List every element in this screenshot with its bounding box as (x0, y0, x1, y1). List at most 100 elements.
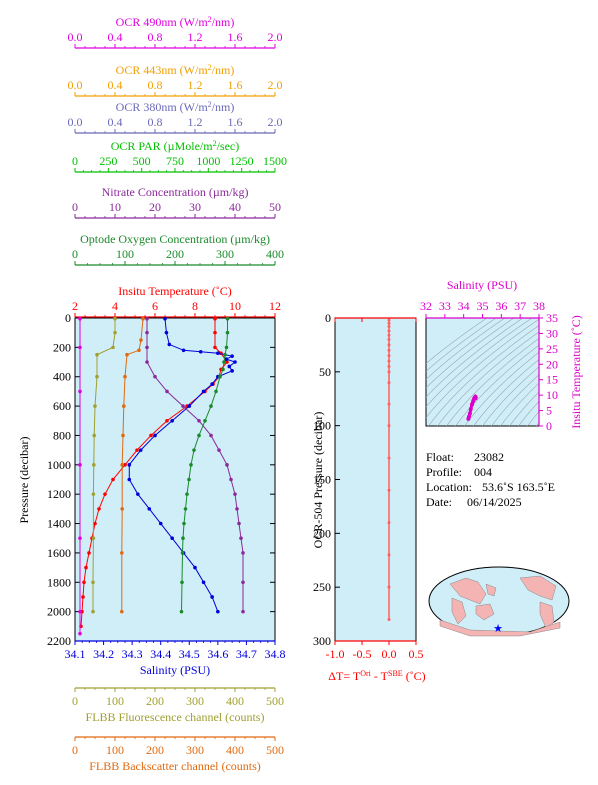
data-point-salinity (210, 595, 214, 599)
data-point-salinity (230, 369, 234, 373)
tick-label-salinity: 34.4 (150, 647, 171, 661)
tick-label-oxygen: 300 (216, 247, 234, 261)
tick-label-ocr380: 0.0 (68, 115, 83, 129)
tick-label-oxygen: 400 (266, 247, 284, 261)
data-point-nitrate (241, 609, 245, 614)
tick-label-backscatter: 400 (226, 743, 244, 757)
date-value: 06/14/2025 (467, 495, 522, 509)
data-point-oxygen (223, 352, 227, 357)
data-point-backscatter (137, 348, 141, 353)
data-point-oxygen (225, 316, 230, 321)
location-value: 53.6˚S 163.5˚E (482, 480, 555, 494)
ts-x-label: Salinity (PSU) (447, 278, 517, 292)
data-point-oxygen (189, 463, 193, 467)
tick-label-fluor: 200 (146, 694, 164, 708)
tick-label-par: 1500 (263, 154, 287, 168)
data-point-temp (213, 330, 217, 335)
world-map: ★ (428, 566, 570, 637)
tick-label-par: 750 (166, 154, 184, 168)
data-point-fluor (111, 345, 115, 350)
tick-label-ocr380: 1.6 (228, 115, 243, 129)
data-point-oxygen (225, 330, 230, 335)
ts-y-tick-label: 15 (546, 373, 558, 387)
data-point-nitrate (153, 374, 157, 379)
ts-y-tick-label: 5 (546, 404, 552, 418)
bottom-axis-salinity: 34.1 34.2 34.3 34.4 34.5 34.6 34.7 34.8 Salinity… (65, 640, 286, 677)
tick-label-temp: 12 (269, 299, 281, 313)
data-point-oxygen (221, 367, 225, 372)
ts-x-tick-label: 33 (439, 299, 451, 313)
tick-label-nitrate: 40 (229, 200, 241, 214)
tick-label-par: 250 (99, 154, 117, 168)
density-contour (426, 318, 488, 364)
ts-x-tick-label: 37 (514, 299, 526, 313)
data-point-backscatter (125, 352, 129, 357)
tick-label-ocr380: 0.8 (148, 115, 163, 129)
data-point-oxygen (218, 374, 222, 379)
tick-label-temp: 4 (112, 299, 118, 313)
data-point-salinity (193, 565, 197, 570)
ts-x-tick-label: 36 (495, 299, 507, 313)
delta-t-point (387, 359, 391, 363)
ocr-x-label: ΔT= TOri - TSBE (˚C) (328, 669, 425, 684)
main-y-axis: 0 200 400 600 800 1000 1200 1400 1600 1800 2000 220… (47, 311, 275, 648)
data-point-backscatter (120, 609, 124, 614)
tick-label-oxygen: 0 (72, 247, 78, 261)
float-label: Float: (426, 450, 454, 464)
float-info: Float: 23082 Profile: 004 Location: 53.6… (426, 450, 555, 509)
tick-label-nitrate: 50 (269, 200, 281, 214)
density-contour (426, 318, 497, 372)
ts-y-tick-label: 25 (546, 342, 558, 356)
density-contour (426, 318, 524, 398)
axis-label-ocr490: OCR 490nm (W/m2/nm) (116, 15, 235, 30)
ocr-x-tick-label: 0.5 (409, 647, 424, 661)
tick-label-par: 0 (72, 154, 78, 168)
data-point-fluor (113, 330, 117, 335)
data-point-temp (111, 477, 115, 482)
data-point-backscatter (121, 433, 125, 438)
data-point-salinity (127, 477, 132, 482)
axis-label-oxygen: Optode Oxygen Concentration (µm/kg) (80, 232, 270, 246)
ts-density-contours (426, 318, 539, 426)
data-point-backscatter (120, 463, 124, 467)
data-point-fluor (91, 609, 95, 614)
delta-t-point (387, 329, 391, 333)
tick-label-temp: 8 (192, 299, 198, 313)
data-point-nitrate (237, 521, 241, 526)
tick-label-backscatter: 0 (72, 743, 78, 757)
ocr-y-tick-label: 300 (313, 634, 331, 648)
series-nitrate (145, 316, 245, 614)
tick-label-ocr380: 0.4 (108, 115, 123, 129)
tick-label-salinity: 34.8 (265, 647, 286, 661)
delta-t-point (387, 325, 391, 329)
ocr-y-tick-label: 50 (319, 365, 331, 379)
location-label: Location: (426, 480, 472, 494)
series-fluor (91, 316, 117, 614)
data-point-ocr490 (78, 631, 82, 636)
data-point-oxygen (197, 433, 201, 438)
main-y-label: Pressure (decibar) (17, 437, 31, 524)
delta-t-point (387, 370, 391, 374)
tick-label-par: 1250 (230, 154, 254, 168)
data-point-salinity (170, 536, 174, 541)
density-contour (446, 338, 539, 426)
data-point-salinity (227, 364, 232, 369)
tick-label-backscatter: 100 (106, 743, 124, 757)
data-point-oxygen (181, 536, 185, 541)
delta-t-point (387, 456, 391, 460)
data-point-salinity (216, 351, 220, 356)
main-series-group (78, 316, 245, 636)
main-plot-area (74, 317, 276, 642)
data-point-fluor (95, 374, 99, 379)
tick-label-ocr490: 1.2 (188, 30, 203, 44)
data-point-temp (93, 521, 97, 526)
tick-label-temp: 2 (72, 299, 78, 313)
data-point-salinity (201, 389, 206, 394)
tick-label-oxygen: 200 (166, 247, 184, 261)
y-tick-label: 2000 (47, 605, 71, 619)
ocr-y-tick-label: 150 (313, 473, 331, 487)
delta-t-point (387, 338, 391, 342)
